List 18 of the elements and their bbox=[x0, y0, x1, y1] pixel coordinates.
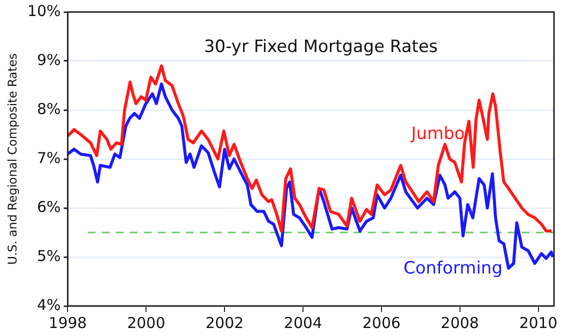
x-tick-label: 2008 bbox=[440, 314, 479, 332]
y-tick-label: 8% bbox=[36, 100, 61, 118]
y-tick-label: 5% bbox=[36, 246, 61, 265]
text: 30-yr Fixed Mortgage Rates bbox=[204, 37, 438, 57]
series-label: Jumbo bbox=[410, 124, 465, 144]
x-tick-label: 2010 bbox=[519, 314, 558, 332]
x-tick-label: 2004 bbox=[284, 314, 322, 332]
y-axis-title: U.S. and Regional Composite Rates bbox=[5, 53, 20, 265]
x-tick-label: 2002 bbox=[206, 314, 244, 332]
series-label: Conforming bbox=[404, 258, 503, 278]
y-tick-label: 10% bbox=[27, 2, 61, 20]
y-tick-label: 4% bbox=[36, 296, 61, 314]
x-tick-label: 1998 bbox=[48, 314, 87, 332]
y-tick-label: 7% bbox=[36, 148, 61, 167]
x-tick-label: 2006 bbox=[362, 314, 401, 332]
y-tick-label: 6% bbox=[36, 198, 61, 216]
y-tick-label: 9% bbox=[36, 50, 61, 69]
x-tick-label: 2000 bbox=[127, 314, 166, 332]
